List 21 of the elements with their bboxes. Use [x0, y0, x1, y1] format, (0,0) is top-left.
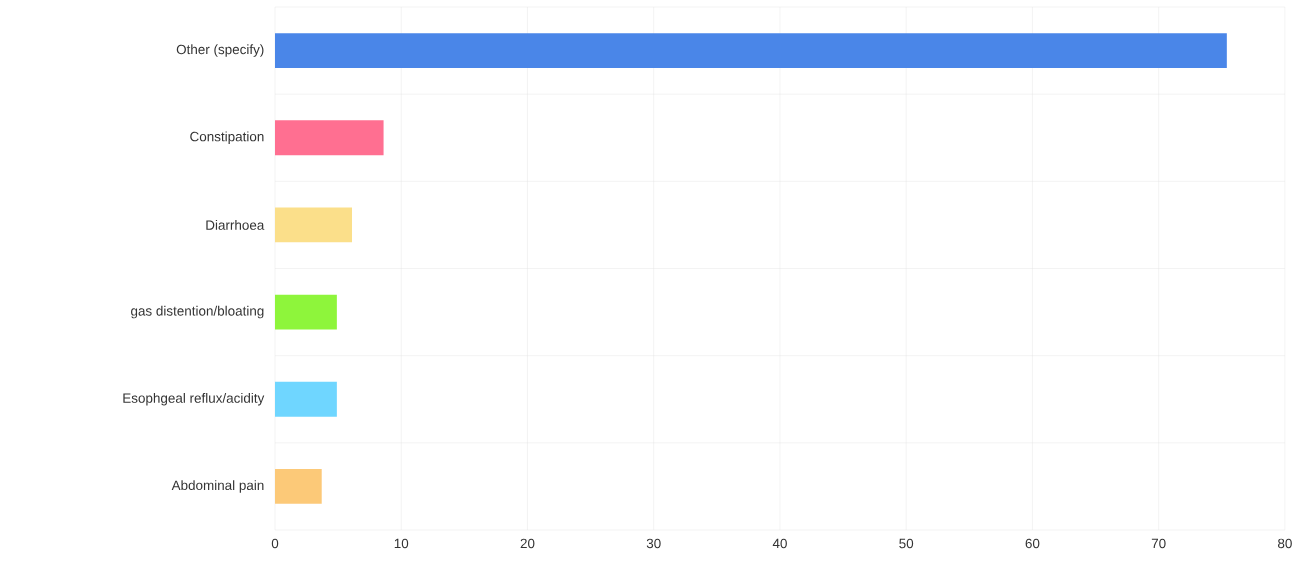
x-tick-label: 60	[1025, 538, 1040, 549]
y-tick-label: Abdominal pain	[171, 480, 264, 493]
bar	[275, 468, 322, 504]
y-tick-label: Diarrhoea	[206, 219, 265, 230]
x-tick-label: 20	[520, 538, 535, 549]
bar	[275, 33, 1227, 69]
y-tick-label: Constipation	[190, 131, 264, 145]
y-tick-label: gas distention/bloating	[131, 305, 264, 319]
bar	[275, 381, 337, 417]
bar	[275, 120, 384, 156]
x-tick-label: 30	[646, 538, 661, 549]
x-tick-label: 10	[394, 538, 409, 549]
x-tick-label: 0	[271, 538, 279, 549]
y-tick-label: Other (specify)	[176, 44, 264, 57]
bar	[275, 294, 337, 330]
x-tick-label: 80	[1278, 538, 1292, 549]
x-tick-label: 50	[899, 538, 914, 549]
bar	[275, 207, 353, 243]
y-tick-label: Esophgeal reflux/acidity	[123, 392, 265, 406]
x-tick-label: 40	[772, 538, 787, 549]
x-tick-label: 70	[1151, 538, 1166, 549]
